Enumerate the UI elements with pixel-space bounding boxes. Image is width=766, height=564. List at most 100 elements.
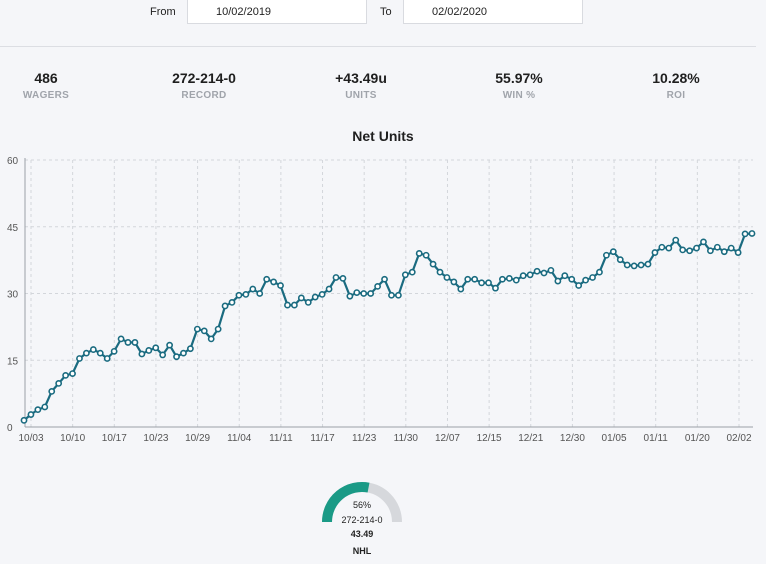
data-point: [741, 230, 749, 238]
data-point: [20, 416, 28, 424]
data-point: [700, 238, 707, 246]
data-point: [311, 293, 319, 301]
data-point: [443, 274, 451, 281]
series-line: [23, 232, 753, 422]
stat-value: +43.49u: [335, 70, 387, 86]
from-date-input[interactable]: 10/02/2019: [187, 0, 367, 24]
data-point: [519, 272, 527, 280]
gauge-percent: 56%: [352, 500, 371, 510]
x-tick-label: 10/29: [185, 433, 210, 444]
data-point: [498, 275, 506, 283]
data-point: [200, 327, 208, 335]
x-tick-label: 10/23: [143, 433, 168, 444]
stat-value: 55.97%: [495, 70, 543, 86]
data-point: [235, 291, 243, 299]
data-point: [436, 268, 444, 276]
data-point: [415, 250, 423, 257]
stat-units: +43.49u UNITS: [301, 70, 421, 101]
data-point: [561, 272, 569, 280]
data-point: [69, 370, 76, 377]
data-point: [207, 335, 215, 343]
data-point: [186, 345, 194, 353]
data-point: [221, 302, 229, 310]
data-point: [138, 350, 146, 358]
stat-label: UNITS: [345, 90, 377, 101]
data-point: [644, 260, 652, 268]
data-point: [263, 275, 271, 283]
x-tick-label: 01/05: [602, 433, 627, 444]
x-tick-label: 12/15: [477, 433, 502, 444]
data-point: [616, 256, 624, 264]
stat-value: 10.28%: [652, 70, 700, 86]
stat-record: 272-214-0 RECORD: [144, 70, 264, 101]
x-tick-label: 01/11: [644, 433, 669, 444]
data-point: [388, 291, 395, 299]
data-point: [658, 243, 666, 251]
data-point: [394, 291, 402, 299]
x-tick-label: 02/02: [726, 433, 751, 444]
data-point: [707, 247, 714, 255]
stat-label: WAGERS: [22, 90, 70, 101]
data-point: [62, 371, 69, 379]
win-gauge: [322, 482, 402, 523]
data-point: [713, 243, 721, 251]
data-point: [180, 349, 187, 357]
data-point: [672, 236, 680, 244]
data-point: [540, 269, 548, 277]
data-point: [457, 285, 465, 293]
data-point: [547, 266, 555, 274]
data-point: [145, 347, 153, 354]
data-point: [89, 346, 97, 353]
data-point: [304, 298, 312, 306]
data-point: [492, 284, 499, 292]
to-date-input[interactable]: 02/02/2020: [403, 0, 583, 24]
stat-wagers: 486 WAGERS: [0, 70, 106, 101]
net-units-chart: 0 15 30 45 60 10/03 10/10 10/17 10/23 10/29 11/04 1…: [7, 156, 756, 444]
from-label: From: [150, 6, 176, 18]
stat-label: WIN %: [502, 90, 536, 101]
data-point: [34, 406, 42, 414]
data-point: [325, 285, 333, 293]
data-point: [748, 230, 756, 237]
data-point: [568, 275, 576, 283]
gauge-record: 272-214-0: [341, 515, 383, 525]
data-point: [505, 274, 513, 282]
data-point: [103, 355, 111, 362]
data-point: [720, 248, 728, 256]
data-point: [332, 274, 340, 281]
stat-label: RECORD: [181, 90, 227, 101]
x-tick-label: 10/03: [18, 433, 43, 444]
data-point: [665, 244, 673, 252]
data-point: [173, 353, 180, 361]
data-point: [485, 279, 492, 287]
data-point: [48, 387, 56, 395]
data-point: [471, 275, 479, 283]
gauge-league: NHL: [352, 546, 372, 556]
data-point: [27, 411, 35, 418]
data-point: [512, 276, 520, 284]
x-tick-label: 12/30: [560, 433, 585, 444]
gauge-units: 43.49: [350, 529, 374, 539]
data-point: [679, 246, 687, 254]
data-point: [124, 339, 132, 346]
data-point: [131, 339, 139, 346]
data-point: [464, 275, 472, 283]
data-point: [603, 251, 610, 259]
to-label: To: [380, 6, 392, 18]
stat-win-pct: 55.97% WIN %: [459, 70, 579, 101]
data-point: [609, 248, 617, 256]
data-point: [429, 260, 437, 268]
data-point: [346, 292, 354, 300]
data-point: [533, 267, 541, 275]
x-tick-label: 11/17: [310, 433, 335, 444]
data-point: [554, 277, 562, 285]
data-point: [41, 403, 49, 411]
data-point: [637, 261, 645, 269]
data-point: [214, 325, 222, 333]
data-point: [110, 347, 118, 355]
x-tick-label: 01/20: [685, 433, 710, 444]
y-tick-label: 60: [7, 156, 19, 167]
data-point: [159, 351, 167, 359]
data-point: [422, 251, 430, 259]
y-tick-label: 45: [7, 223, 19, 234]
